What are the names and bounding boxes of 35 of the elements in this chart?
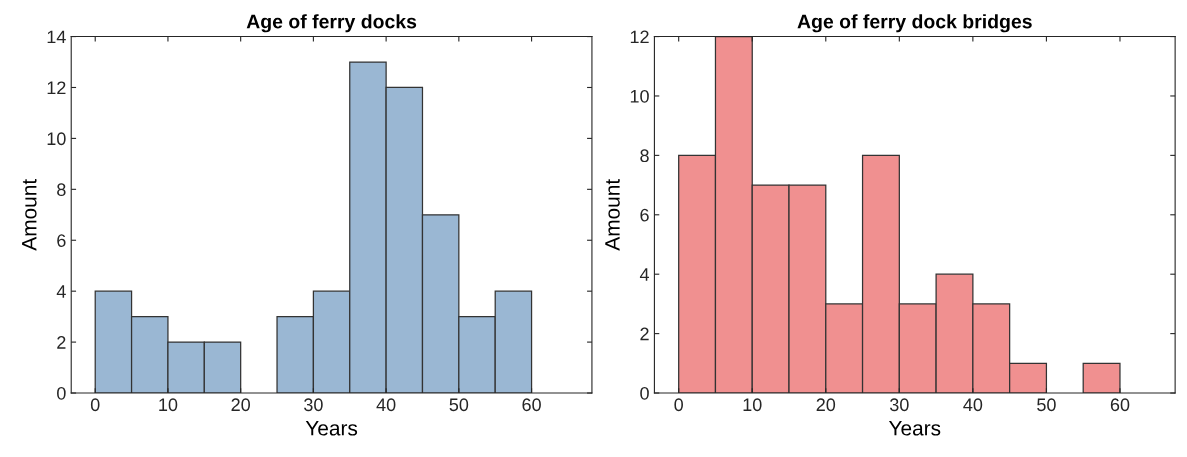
x-axis-title: Years: [888, 421, 941, 436]
x-tick-label: 20: [231, 398, 251, 412]
x-tick-label: 50: [1037, 398, 1056, 412]
y-axis-title: Amount: [22, 179, 37, 251]
y-tick-label: 4: [56, 285, 66, 298]
x-tick-label: 30: [304, 398, 323, 412]
x-tick-label: 40: [963, 398, 983, 412]
x-tick-label: 10: [159, 398, 178, 412]
y-tick-label: 6: [57, 234, 66, 247]
x-axis-title: Years: [305, 421, 358, 436]
x-tick-label: 10: [743, 398, 762, 412]
y-tick-label: 14: [47, 30, 66, 44]
y-axis-title: Amount: [605, 179, 620, 251]
x-tick-label: 30: [889, 398, 909, 412]
y-tick-label: 10: [630, 89, 649, 103]
x-tick-label: 60: [522, 398, 541, 412]
x-tick-label: 50: [449, 398, 469, 412]
x-tick-label: 40: [376, 398, 396, 412]
y-tick-label: 6: [640, 208, 649, 222]
y-tick-label: 2: [57, 336, 66, 349]
y-tick-label: 4: [639, 268, 650, 281]
y-tick-label: 12: [47, 81, 66, 95]
chart-title: Age of ferry dock bridges: [797, 14, 1032, 33]
x-tick-label: 0: [90, 398, 100, 412]
y-tick-label: 8: [57, 183, 66, 197]
y-tick-label: 0: [640, 386, 649, 400]
y-tick-label: 0: [57, 386, 66, 400]
x-tick-label: 0: [674, 398, 683, 412]
y-tick-label: 10: [47, 132, 66, 146]
y-tick-label: 12: [630, 30, 649, 44]
y-tick-label: 2: [640, 327, 649, 341]
x-tick-label: 20: [816, 398, 836, 412]
x-tick-label: 60: [1110, 398, 1130, 412]
y-tick-label: 8: [640, 149, 649, 163]
chart-title: Age of ferry docks: [246, 14, 417, 33]
